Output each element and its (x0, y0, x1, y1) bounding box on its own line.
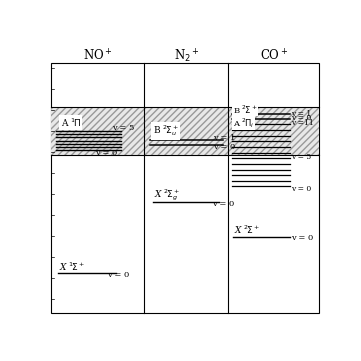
Text: A $^2\!\Pi_i$: A $^2\!\Pi_i$ (233, 116, 255, 130)
Text: v = 0: v = 0 (291, 185, 311, 193)
Text: B $^2\!\Sigma_u^+$: B $^2\!\Sigma_u^+$ (153, 123, 179, 138)
Text: v = 1: v = 1 (291, 110, 311, 118)
Text: v = 5: v = 5 (112, 124, 135, 132)
Text: CO$^+$: CO$^+$ (260, 48, 288, 64)
Text: v =11: v =11 (291, 119, 313, 127)
Text: v = 5: v = 5 (291, 153, 311, 161)
Text: v = 0: v = 0 (213, 143, 235, 151)
Text: X $^1\!\Sigma^+$: X $^1\!\Sigma^+$ (59, 261, 86, 273)
Text: X $^2\!\Sigma^+$: X $^2\!\Sigma^+$ (234, 224, 260, 236)
Text: v = 0: v = 0 (212, 200, 234, 208)
Text: A $^1\!\Pi$: A $^1\!\Pi$ (61, 116, 81, 129)
Text: v = 0: v = 0 (107, 271, 129, 279)
Text: v = 0: v = 0 (291, 234, 313, 243)
Text: NO$^+$: NO$^+$ (83, 48, 112, 64)
Text: v = 0: v = 0 (291, 114, 311, 122)
Bar (51, 107, 319, 155)
Text: N$_2$$^+$: N$_2$$^+$ (174, 47, 199, 65)
Text: X $^2\!\Sigma_g^+$: X $^2\!\Sigma_g^+$ (154, 187, 180, 203)
Text: v = 1: v = 1 (213, 134, 235, 142)
Text: v = 0: v = 0 (95, 149, 118, 157)
Text: B $^2\!\Sigma^+$: B $^2\!\Sigma^+$ (233, 103, 258, 116)
